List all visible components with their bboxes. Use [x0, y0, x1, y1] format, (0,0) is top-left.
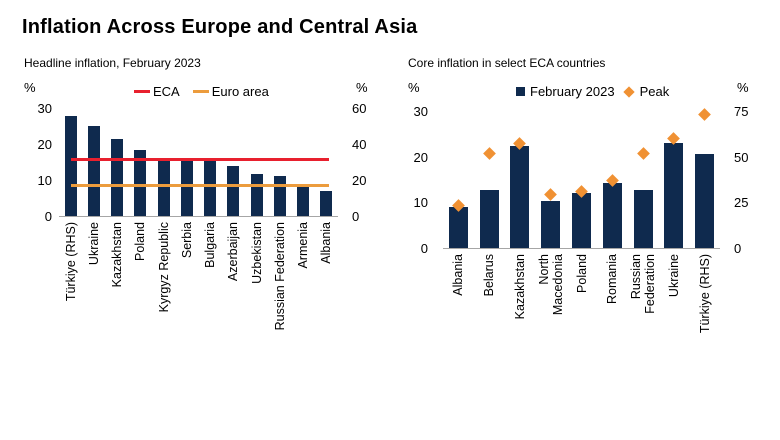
reference-line-euro-area: [71, 183, 329, 187]
headline-chart-plot: [59, 109, 338, 217]
x-axis-label-kyrgyz-republic: Kyrgyz Republic: [156, 222, 171, 313]
bar-azerbaijan: [227, 166, 240, 216]
x-axis-label-north-macedonia: North Macedonia: [536, 254, 565, 316]
bar-serbia: [180, 158, 193, 216]
bar-north-macedonia: [541, 201, 561, 248]
legend-item-february-2023: February 2023: [516, 84, 615, 99]
x-axis-label-bulgaria: Bulgaria: [203, 222, 218, 268]
core-y-tick-left-30: 30: [413, 104, 428, 119]
bar-kazakhstan: [510, 146, 530, 248]
legend-label-eca: ECA: [153, 84, 180, 99]
legend-item-eca: ECA: [134, 84, 180, 99]
headline-y-tick-right-40: 40: [352, 137, 367, 152]
core-right-axis-unit: %: [737, 80, 749, 95]
core-y-tick-right-50: 50: [734, 149, 749, 165]
peak-diamond-swatch: [622, 85, 635, 98]
core-y-tick-left-20: 20: [413, 149, 428, 165]
bar-romania: [602, 182, 622, 248]
euro-area-line-swatch: [192, 90, 209, 93]
x-axis-label-kazakhstan: Kazakhstan: [110, 222, 125, 288]
bar-russian-federation: [273, 176, 286, 216]
core-y-tick-left-10: 10: [413, 195, 428, 211]
headline-y-tick-right-20: 20: [352, 173, 367, 188]
headline-right-axis-unit: %: [356, 80, 368, 95]
x-axis-label-poland: Poland: [574, 254, 589, 293]
bar-kyrgyz-republic: [157, 158, 170, 216]
headline-y-tick-right-0: 0: [352, 209, 360, 224]
legend-label-euro-area: Euro area: [211, 84, 269, 99]
bar-albania: [320, 190, 333, 216]
bar-ukraine: [87, 126, 100, 216]
headline-y-tick-left-30: 30: [37, 101, 52, 116]
bar-kazakhstan: [111, 139, 124, 216]
peak-diamond-russian-federation: [636, 147, 650, 161]
bar-poland: [134, 149, 147, 216]
reference-line-eca: [71, 158, 329, 161]
x-axis-label-serbia: Serbia: [179, 222, 194, 259]
x-axis-label-belarus: Belarus: [482, 254, 497, 297]
x-axis-label-türkiye-rhs: Türkiye (RHS): [63, 222, 78, 302]
x-axis-label-ukraine: Ukraine: [666, 254, 681, 298]
peak-diamond-türkiye-rhs: [698, 108, 711, 122]
x-axis-label-türkiye-rhs: Türkiye (RHS): [697, 254, 712, 334]
peak-diamond-north-macedonia: [544, 188, 558, 201]
headline-y-tick-left-20: 20: [37, 137, 52, 152]
legend-label-february-2023: February 2023: [530, 84, 615, 99]
headline-y-tick-left-0: 0: [44, 209, 52, 224]
legend-label-peak: Peak: [639, 84, 670, 99]
bar-russian-federation: [633, 189, 653, 248]
core-y-tick-right-75: 75: [734, 104, 749, 119]
core-y-tick-right-25: 25: [734, 195, 749, 211]
x-axis-label-uzbekistan: Uzbekistan: [249, 222, 264, 284]
x-axis-label-russian-federation: Russian Federation: [272, 222, 287, 331]
headline-y-tick-left-10: 10: [37, 173, 52, 188]
x-axis-label-kazakhstan: Kazakhstan: [512, 254, 527, 320]
bar-bulgaria: [204, 159, 217, 216]
february-2023-square-swatch: [516, 87, 525, 96]
bar-albania: [448, 206, 468, 248]
x-axis-label-romania: Romania: [605, 254, 620, 305]
bar-türkiye-rhs: [64, 116, 77, 216]
legend-item-peak: Peak: [622, 84, 670, 99]
bar-poland: [572, 193, 591, 248]
headline-chart-legend: ECA Euro area: [134, 84, 269, 99]
x-axis-label-ukraine: Ukraine: [86, 222, 101, 266]
bar-uzbekistan: [250, 173, 263, 216]
core-chart-subtitle: Core inflation in select ECA countries: [408, 56, 606, 70]
bar-belarus: [479, 190, 499, 248]
x-axis-label-russian-federation: Russian Federation: [629, 254, 658, 314]
peak-diamond-belarus: [482, 147, 496, 160]
core-y-tick-left-0: 0: [420, 241, 428, 256]
x-axis-label-armenia: Armenia: [296, 222, 311, 269]
headline-left-axis-unit: %: [24, 80, 36, 95]
x-axis-label-albania: Albania: [451, 254, 466, 296]
page-title: Inflation Across Europe and Central Asia: [22, 16, 418, 38]
core-chart-legend: February 2023 Peak: [516, 84, 669, 99]
core-y-tick-right-0: 0: [734, 241, 742, 256]
bar-armenia: [297, 185, 310, 216]
eca-line-swatch: [134, 90, 150, 93]
headline-y-tick-right-60: 60: [352, 101, 367, 116]
bar-ukraine: [664, 143, 684, 248]
headline-chart-subtitle: Headline inflation, February 2023: [24, 56, 201, 70]
legend-item-euro-area: Euro area: [192, 84, 269, 99]
core-left-axis-unit: %: [408, 80, 420, 95]
bar-türkiye-rhs: [695, 153, 715, 248]
x-axis-label-poland: Poland: [133, 222, 148, 261]
x-axis-label-azerbaijan: Azerbaijan: [226, 222, 241, 282]
core-chart-plot: [443, 108, 720, 249]
x-axis-label-albania: Albania: [319, 222, 334, 264]
